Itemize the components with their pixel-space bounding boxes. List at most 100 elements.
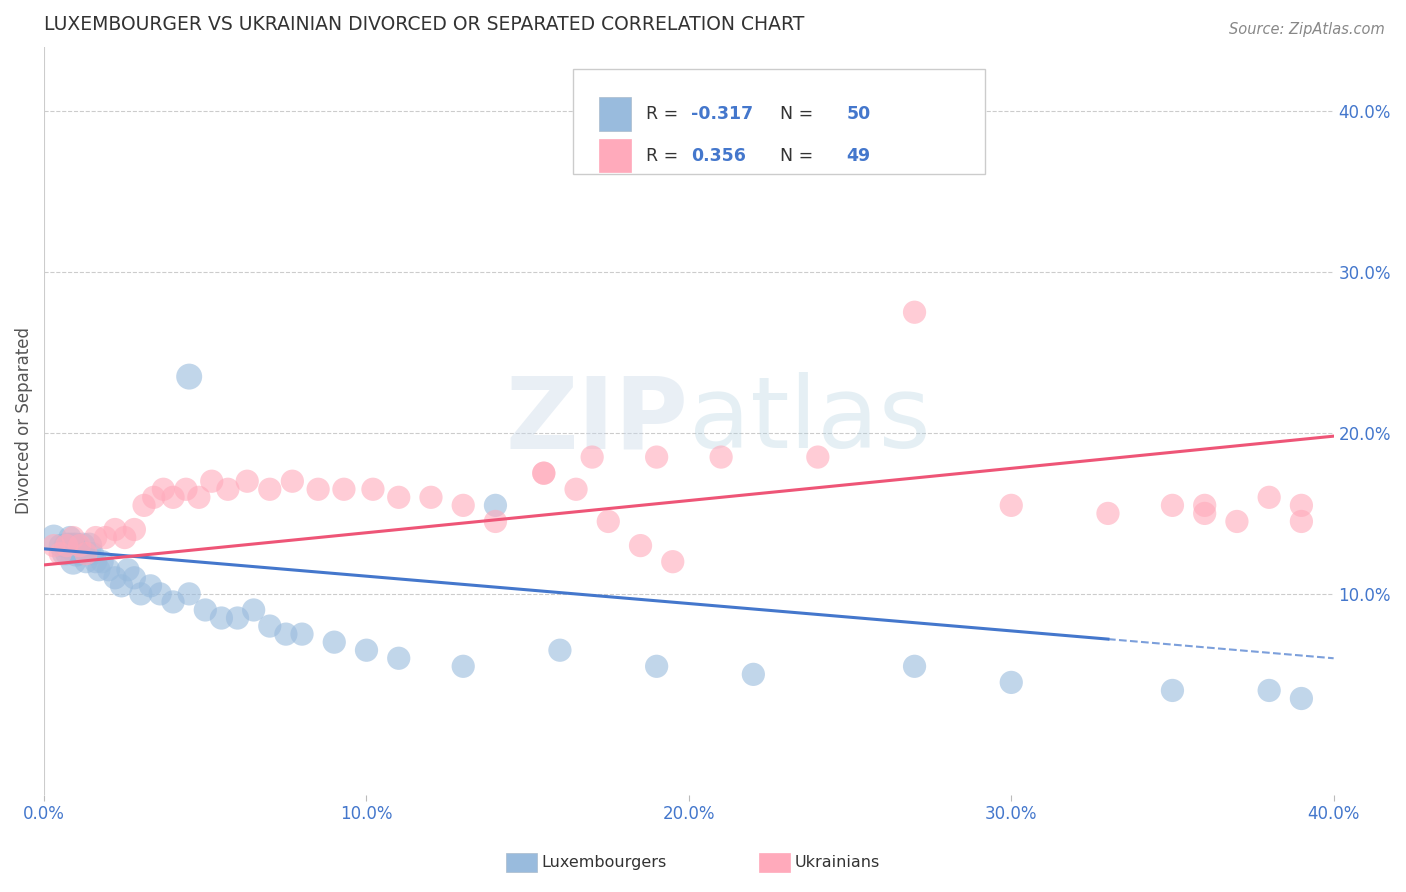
Point (91, 555, 114, 569)
Point (484, 515, 506, 529)
Point (420, 491, 443, 505)
Point (903, 305, 925, 319)
Point (361, 483, 384, 497)
Point (1161, 499, 1184, 513)
Point (1194, 499, 1216, 513)
Point (209, 611, 232, 625)
Point (388, 491, 411, 505)
Point (87, 563, 110, 577)
Point (323, 635, 346, 649)
Point (194, 603, 217, 617)
Point (55, 539, 77, 553)
Point (1258, 683, 1281, 698)
Point (333, 483, 356, 497)
Point (139, 579, 162, 593)
Point (69, 547, 91, 561)
Point (645, 659, 668, 673)
Point (1291, 691, 1313, 706)
Point (581, 450, 603, 464)
Point (42, 531, 65, 545)
Point (52, 547, 75, 561)
Point (62, 531, 84, 545)
Point (77, 539, 100, 553)
Point (274, 627, 297, 641)
Point (217, 483, 239, 497)
Point (1161, 683, 1184, 698)
Point (69, 539, 91, 553)
Text: Ukrainians: Ukrainians (794, 855, 880, 870)
Point (55, 547, 77, 561)
Point (162, 491, 184, 505)
Point (1097, 507, 1119, 521)
Point (129, 587, 152, 601)
Point (187, 491, 209, 505)
Point (1258, 491, 1281, 505)
Point (75, 555, 97, 569)
Point (124, 523, 146, 537)
Text: 49: 49 (846, 146, 870, 165)
Point (291, 627, 314, 641)
Point (661, 555, 683, 569)
Point (55, 539, 77, 553)
Point (1000, 675, 1022, 690)
Point (307, 483, 329, 497)
Point (117, 563, 139, 577)
Point (59, 531, 82, 545)
Point (149, 587, 172, 601)
Point (1291, 515, 1313, 529)
Point (903, 659, 925, 673)
Text: -0.317: -0.317 (692, 105, 754, 123)
Point (807, 450, 830, 464)
Point (242, 603, 264, 617)
Point (62, 555, 84, 569)
Point (142, 491, 165, 505)
Point (82, 547, 104, 561)
Point (104, 523, 127, 537)
Point (94, 531, 117, 545)
Point (565, 483, 588, 497)
Text: atlas: atlas (689, 372, 931, 469)
Y-axis label: Divorced or Separated: Divorced or Separated (15, 327, 32, 515)
Point (84, 555, 107, 569)
Point (65, 547, 87, 561)
Point (598, 515, 620, 529)
Point (201, 474, 224, 488)
Point (104, 571, 127, 585)
Point (84, 531, 107, 545)
Point (484, 499, 506, 513)
Point (59, 539, 82, 553)
Text: R =: R = (647, 146, 685, 165)
Point (742, 667, 765, 681)
Point (236, 474, 259, 488)
Point (1000, 499, 1022, 513)
Point (533, 466, 555, 480)
Point (72, 539, 94, 553)
FancyBboxPatch shape (572, 69, 986, 174)
Point (162, 595, 184, 609)
Point (124, 571, 146, 585)
Point (179, 587, 201, 601)
Point (65, 539, 87, 553)
Point (114, 531, 136, 545)
Point (75, 547, 97, 561)
Point (259, 619, 281, 633)
Point (710, 450, 733, 464)
Point (259, 483, 281, 497)
Text: 0.356: 0.356 (692, 146, 747, 165)
Point (451, 499, 474, 513)
Point (356, 643, 378, 657)
Bar (599, 97, 631, 131)
Point (110, 579, 132, 593)
Text: Luxembourgers: Luxembourgers (541, 855, 666, 870)
Point (1194, 507, 1216, 521)
Point (226, 611, 249, 625)
Point (97, 563, 120, 577)
Point (388, 651, 411, 665)
Text: N =: N = (769, 146, 818, 165)
Point (132, 499, 155, 513)
Point (645, 450, 668, 464)
Point (49, 547, 72, 561)
Point (1291, 499, 1313, 513)
Point (281, 474, 304, 488)
Text: Source: ZipAtlas.com: Source: ZipAtlas.com (1229, 22, 1385, 37)
